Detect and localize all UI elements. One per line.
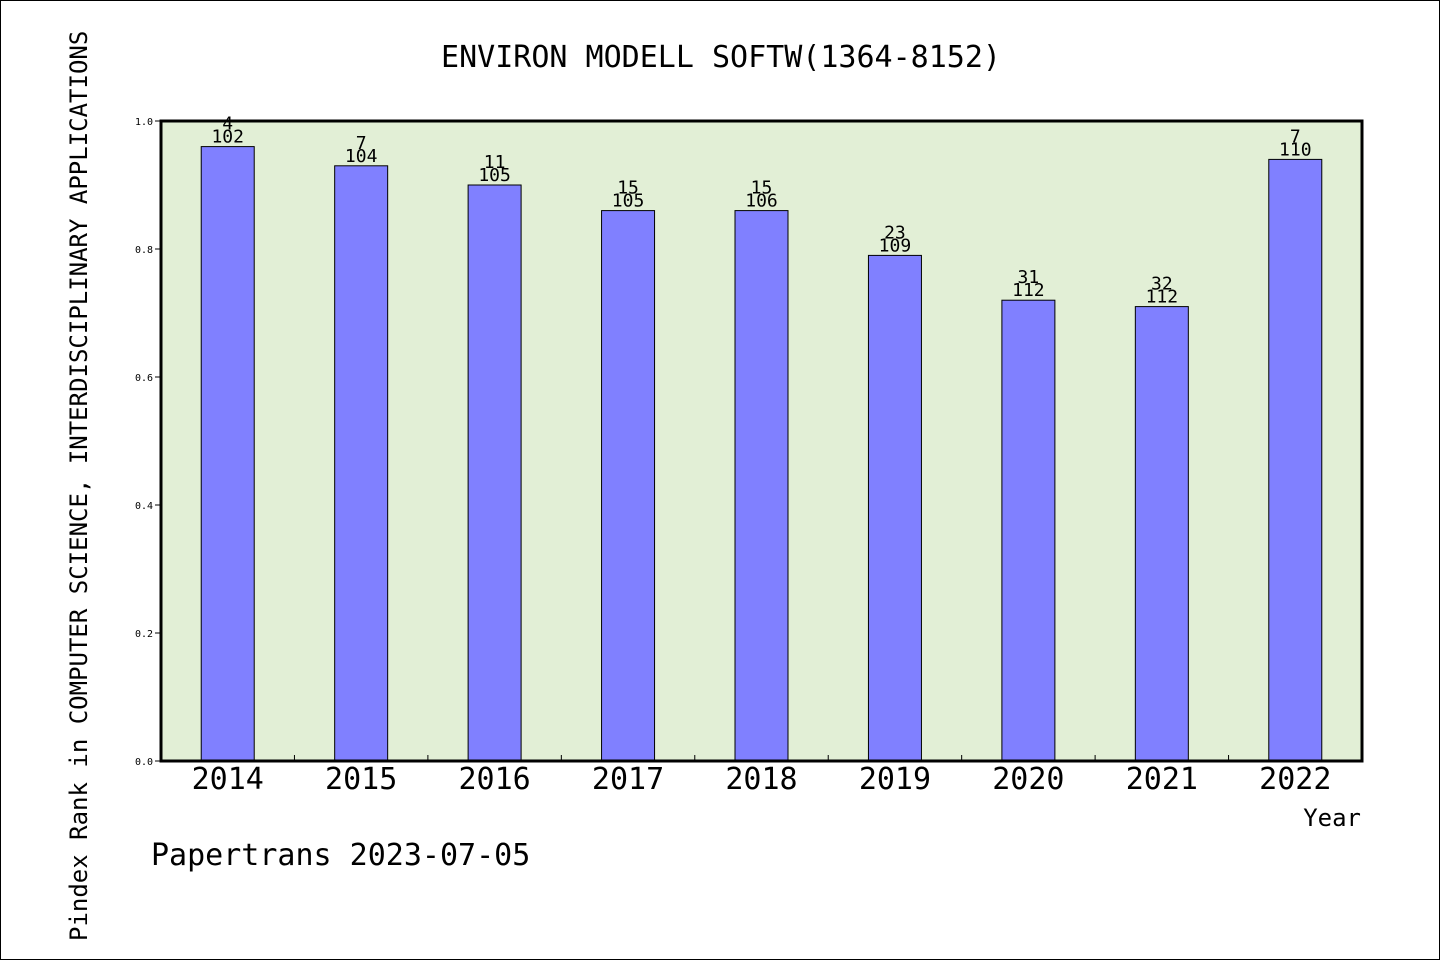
x-tick-label: 2020	[992, 762, 1064, 797]
bar-series: 1024104710511105151061510923112311123211…	[200, 114, 1323, 762]
x-tick-label: 2021	[1126, 762, 1198, 797]
x-tick-label: 2017	[592, 762, 664, 797]
x-tick-label: 2019	[859, 762, 931, 797]
bar	[1268, 158, 1323, 762]
plot-border	[159, 119, 1364, 763]
y-tick-label: 0.8	[135, 245, 153, 256]
bar-total-label: 110	[1279, 139, 1312, 160]
bar-rank-label: 23	[884, 222, 906, 243]
bar-total-label: 109	[879, 235, 912, 256]
bar-rank-label: 32	[1151, 274, 1173, 295]
bar-total-label: 102	[211, 127, 244, 148]
bar	[867, 254, 922, 762]
bar-rank-label: 7	[1290, 126, 1301, 147]
bar	[1134, 306, 1189, 762]
x-tick-label: 2016	[458, 762, 530, 797]
y-tick-label: 0.2	[135, 629, 153, 640]
y-axis: 0.0 0.2 0.4 0.6 0.8 1.0	[135, 117, 161, 768]
bar-total-label: 105	[612, 191, 645, 212]
x-tick-label: 2018	[725, 762, 797, 797]
bar-rank-label: 4	[222, 114, 233, 135]
bar	[200, 146, 255, 762]
bar-total-label: 105	[478, 165, 511, 186]
bar-total-label: 112	[1146, 287, 1179, 308]
x-axis: 2014 2015 2016 2017 2018 2019 2020 2021 2022	[192, 755, 1331, 797]
bar	[467, 184, 522, 762]
x-tick-label: 2014	[192, 762, 264, 797]
y-tick-label: 0.4	[135, 501, 153, 512]
bar	[734, 210, 789, 762]
y-axis-label: Pindex Rank in COMPUTER SCIENCE, INTERDI…	[65, 31, 93, 941]
x-tick-label: 2022	[1259, 762, 1331, 797]
chart-title: ENVIRON MODELL SOFTW(1364-8152)	[441, 40, 1001, 75]
bar-rank-label: 15	[751, 178, 773, 199]
bar	[1001, 299, 1056, 762]
footer-credit: Papertrans 2023-07-05	[151, 838, 530, 873]
bar-total-label: 112	[1012, 280, 1045, 301]
y-tick-label: 0.0	[135, 757, 153, 768]
bar-rank-label: 15	[617, 178, 639, 199]
x-axis-label: Year	[1303, 804, 1361, 832]
y-tick-label: 1.0	[135, 117, 153, 128]
x-tick-label: 2015	[325, 762, 397, 797]
bar-total-label: 106	[745, 191, 778, 212]
bar-rank-label: 11	[484, 152, 506, 173]
y-tick-label: 0.6	[135, 373, 153, 384]
bar	[334, 165, 389, 762]
bar	[601, 210, 656, 762]
bar-total-label: 104	[345, 146, 378, 167]
bar-rank-label: 7	[356, 133, 367, 154]
bar-rank-label: 31	[1018, 267, 1040, 288]
